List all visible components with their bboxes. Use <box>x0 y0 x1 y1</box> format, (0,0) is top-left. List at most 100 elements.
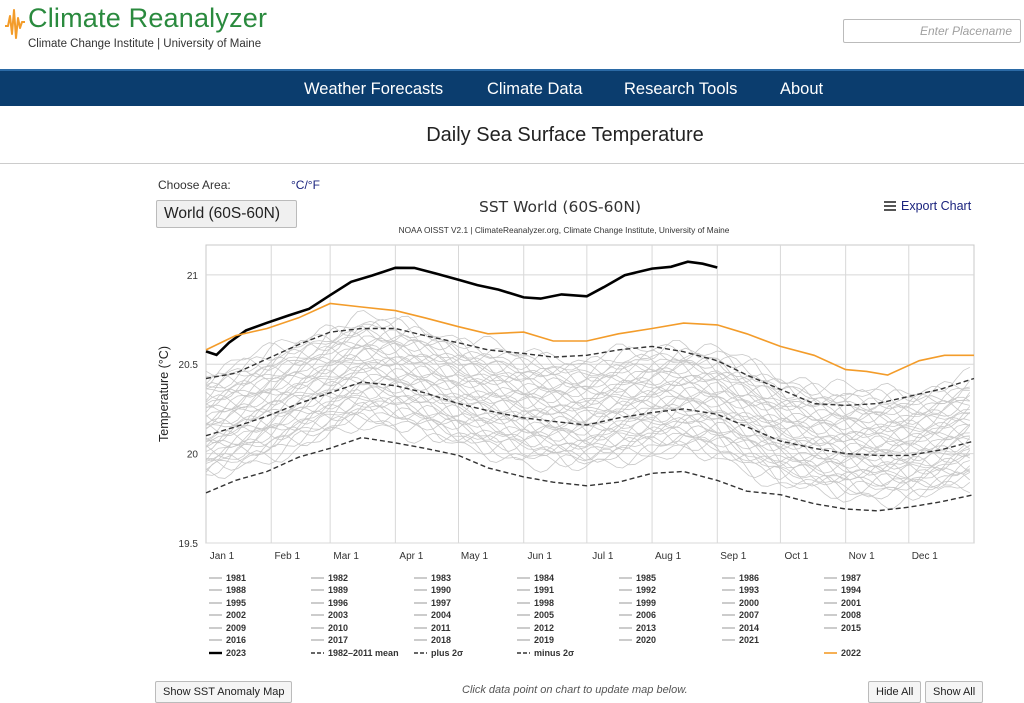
legend-item-2010: 2010 <box>328 623 348 633</box>
area-select-button[interactable]: World (60S-60N) <box>156 200 297 228</box>
legend-item-1996: 1996 <box>328 598 348 608</box>
series-line-1990 <box>205 393 971 484</box>
legend-item-1990: 1990 <box>431 585 451 595</box>
chart-title: SST World (60S-60N) <box>479 198 641 216</box>
site-subtitle: Climate Change Institute | University of… <box>28 38 262 50</box>
legend-item-1993: 1993 <box>739 585 759 595</box>
placename-search-input[interactable] <box>843 19 1021 43</box>
series-line-2005 <box>205 354 971 445</box>
site-header: Climate Reanalyzer Climate Change Instit… <box>0 0 1024 68</box>
legend-item-1982-2011-mean: 1982–2011 mean <box>328 648 399 658</box>
legend-item-2019: 2019 <box>534 635 554 645</box>
export-chart-label: Export Chart <box>901 199 972 213</box>
legend-item-1985: 1985 <box>636 573 656 583</box>
legend-item-1997: 1997 <box>431 598 451 608</box>
chart-subtitle: NOAA OISST V2.1 | ClimateReanalyzer.org,… <box>399 225 730 235</box>
series-line-1994 <box>205 380 970 471</box>
legend-item-2011: 2011 <box>431 623 451 633</box>
y-tick-label: 21 <box>187 271 199 282</box>
series-line-1996 <box>205 376 971 472</box>
legend-item-1994: 1994 <box>841 585 861 595</box>
x-tick-label: May 1 <box>461 551 489 562</box>
legend-item-2003: 2003 <box>328 610 348 620</box>
legend-item-2020: 2020 <box>636 635 656 645</box>
x-tick-label: Apr 1 <box>399 551 423 562</box>
page-title: Daily Sea Surface Temperature <box>426 124 704 146</box>
series-line-1989 <box>205 394 971 487</box>
series-line-1987 <box>205 395 970 489</box>
legend-item-2016: 2016 <box>226 635 246 645</box>
nav-climate-data[interactable]: Climate Data <box>487 80 583 98</box>
x-tick-label: Feb 1 <box>274 551 300 562</box>
show-all-button[interactable]: Show All <box>925 681 984 703</box>
export-chart-button[interactable]: Export Chart <box>884 199 971 213</box>
legend-item-1991: 1991 <box>534 585 554 595</box>
legend-item-2012: 2012 <box>534 623 554 633</box>
legend-item-1988: 1988 <box>226 585 246 595</box>
series-line-1995 <box>205 376 970 470</box>
legend-item-2013: 2013 <box>636 623 656 633</box>
series-line-1991 <box>205 386 971 483</box>
legend-item-1989: 1989 <box>328 585 348 595</box>
series-line-2021 <box>205 310 970 409</box>
series-line-plus-2- <box>205 327 975 407</box>
hide-all-button[interactable]: Hide All <box>868 681 922 703</box>
divider <box>0 163 1024 164</box>
legend-item-2009: 2009 <box>226 623 246 633</box>
nav-weather-forecasts[interactable]: Weather Forecasts <box>304 80 444 98</box>
series-line-2023 <box>205 260 718 357</box>
legend-item-2015: 2015 <box>841 623 861 633</box>
legend-item-2006: 2006 <box>636 610 656 620</box>
legend-item-2001: 2001 <box>841 598 861 608</box>
sst-chart[interactable]: SST World (60S-60N) NOAA OISST V2.1 | Cli… <box>150 190 1024 670</box>
main-nav: Weather Forecasts Climate Data Research … <box>0 69 1024 106</box>
series-line-2014 <box>205 325 970 427</box>
y-axis-label: Temperature (°C) <box>157 346 171 442</box>
legend-item-2000: 2000 <box>739 598 759 608</box>
x-tick-label: Mar 1 <box>333 551 359 562</box>
legend-item-2002: 2002 <box>226 610 246 620</box>
legend-item-2014: 2014 <box>739 623 759 633</box>
menu-icon <box>884 201 896 211</box>
climate-wave-logo-icon <box>5 9 25 39</box>
legend-item-minus-2-: minus 2σ <box>534 648 574 658</box>
x-tick-label: Nov 1 <box>849 551 876 562</box>
series-line-2018 <box>205 320 970 416</box>
legend-item-2005: 2005 <box>534 610 554 620</box>
site-title[interactable]: Climate Reanalyzer <box>28 3 268 33</box>
legend-item-2018: 2018 <box>431 635 451 645</box>
series-line-2013 <box>205 334 971 425</box>
legend-item-1984: 1984 <box>534 573 554 583</box>
legend-item-1992: 1992 <box>636 585 656 595</box>
x-tick-label: Sep 1 <box>720 551 747 562</box>
x-tick-label: Aug 1 <box>655 551 682 562</box>
nav-about[interactable]: About <box>780 80 824 98</box>
legend-item-2004: 2004 <box>431 610 451 620</box>
show-sst-anomaly-map-button[interactable]: Show SST Anomaly Map <box>155 681 293 703</box>
legend-item-1982: 1982 <box>328 573 348 583</box>
x-tick-label: Jun 1 <box>527 551 552 562</box>
chart-hint-text: Click data point on chart to update map … <box>462 684 688 696</box>
series-line-1988 <box>205 396 971 491</box>
legend-item-plus-2-: plus 2σ <box>431 648 463 658</box>
series-line-1986 <box>205 407 970 494</box>
series-line-2012 <box>205 338 971 426</box>
legend-item-1998: 1998 <box>534 598 554 608</box>
units-toggle-link[interactable]: °C/°F <box>291 178 320 192</box>
series-line-1983 <box>205 412 971 499</box>
series-line-1982-2011-mean <box>205 381 975 457</box>
legend-item-2007: 2007 <box>739 610 759 620</box>
legend-item-1983: 1983 <box>431 573 451 583</box>
choose-area-label: Choose Area: <box>158 178 231 192</box>
legend-item-1995: 1995 <box>226 598 246 608</box>
series-line-1985 <box>205 401 970 498</box>
legend-item-2017: 2017 <box>328 635 348 645</box>
series-line-2009 <box>205 341 970 435</box>
nav-research-tools[interactable]: Research Tools <box>624 80 738 98</box>
x-tick-label: Jan 1 <box>210 551 235 562</box>
series-line-2008 <box>205 354 970 440</box>
series-line-2016 <box>205 329 970 418</box>
legend-item-1981: 1981 <box>226 573 246 583</box>
series-line-2002 <box>205 357 970 453</box>
series-line-minus-2- <box>205 436 975 512</box>
